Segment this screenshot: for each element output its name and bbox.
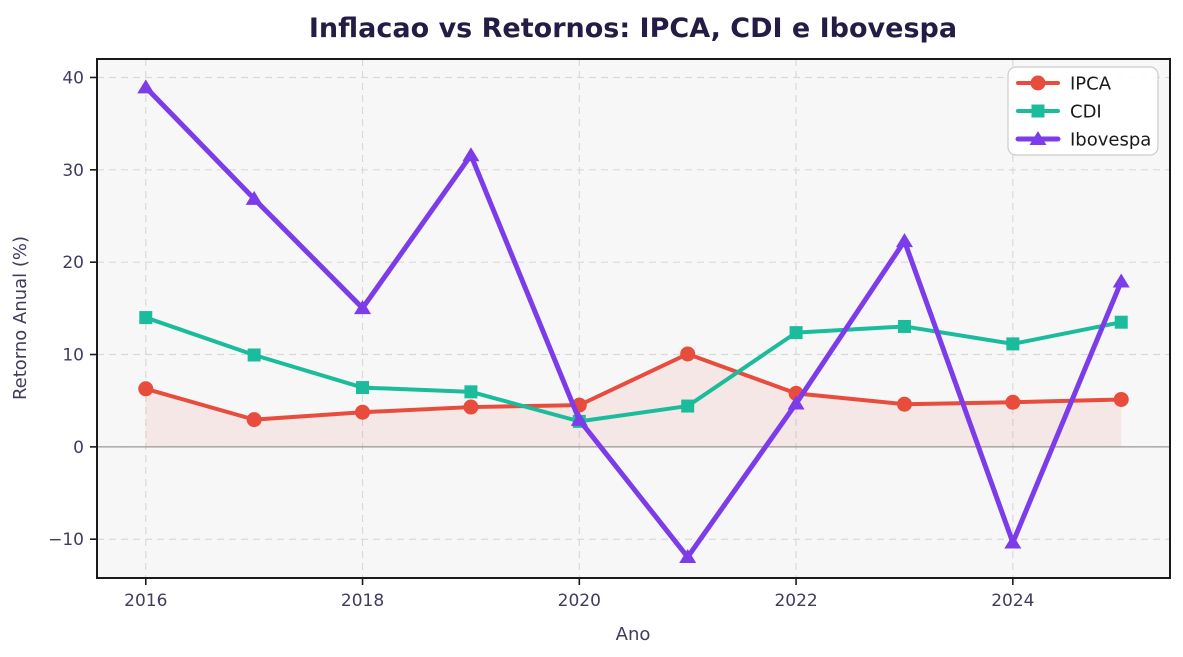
data-point — [1005, 394, 1021, 410]
x-tick-label: 2020 — [558, 591, 601, 611]
series-line-cdi — [143, 315, 1124, 424]
data-point — [1112, 273, 1130, 288]
series-line-ipca — [143, 351, 1124, 422]
data-point — [787, 395, 805, 410]
series-fills — [145, 353, 1122, 447]
data-point — [895, 233, 913, 248]
data-point — [681, 399, 695, 413]
fill-ipca — [145, 353, 1122, 447]
y-tick-label: 0 — [73, 438, 84, 458]
legend-marker-square-icon — [1031, 104, 1045, 118]
legend: IPCA CDI Ibovespa — [1007, 66, 1159, 156]
data-point — [897, 319, 911, 333]
legend-item-ibovespa: Ibovespa — [1015, 130, 1151, 151]
data-point — [464, 385, 478, 399]
axis-ticks — [90, 76, 1014, 585]
x-axis-label: Ano — [616, 624, 651, 645]
data-point — [354, 300, 372, 315]
data-point — [462, 147, 480, 162]
series-ibovespa — [137, 79, 1130, 564]
data-point — [246, 412, 262, 428]
y-axis-label: Retorno Anual (%) — [10, 236, 31, 400]
series-cdi — [139, 311, 1128, 428]
legend-item-cdi: CDI — [1016, 102, 1102, 123]
data-point — [1006, 337, 1020, 351]
legend-marker-triangle-icon — [1029, 131, 1047, 145]
data-point — [1004, 534, 1022, 549]
data-point — [245, 190, 263, 205]
legend-marker-circle-icon — [1030, 75, 1046, 91]
series-line-ibovespa — [143, 84, 1124, 560]
data-point — [679, 549, 697, 564]
legend-item-ipca: IPCA — [1016, 74, 1112, 95]
x-tick-label: 2022 — [774, 591, 817, 611]
legend-item-label: Ibovespa — [1070, 130, 1151, 151]
data-point — [247, 348, 261, 362]
y-tick-label: 40 — [62, 68, 84, 88]
legend-item-label: IPCA — [1070, 74, 1112, 95]
data-point — [1114, 315, 1128, 329]
y-tick-label: −10 — [48, 530, 84, 550]
legend-box — [1007, 66, 1159, 156]
legend-item-label: CDI — [1070, 102, 1102, 123]
chart-title: Inflacao vs Retornos: IPCA, CDI e Iboves… — [309, 13, 957, 44]
data-point — [789, 326, 803, 340]
data-point — [355, 404, 371, 420]
data-point — [356, 381, 370, 395]
data-point — [570, 411, 588, 426]
x-tick-label: 2018 — [341, 591, 384, 611]
data-point — [137, 79, 155, 94]
plot-border — [96, 58, 1171, 579]
data-point — [138, 381, 154, 397]
y-tick-label: 30 — [62, 161, 84, 181]
y-tick-label: 10 — [62, 346, 84, 366]
data-point — [896, 396, 912, 412]
y-tick-label: 20 — [62, 253, 84, 273]
x-tick-label: 2016 — [124, 591, 167, 611]
data-point — [139, 311, 153, 325]
tick-labels: 2016 2018 2020 2022 2024 40 30 20 10 0 −10 — [48, 68, 1034, 611]
x-tick-label: 2024 — [991, 591, 1034, 611]
series-lines — [137, 79, 1130, 564]
data-point — [680, 346, 696, 362]
data-point — [463, 399, 479, 415]
data-point — [1113, 391, 1129, 407]
